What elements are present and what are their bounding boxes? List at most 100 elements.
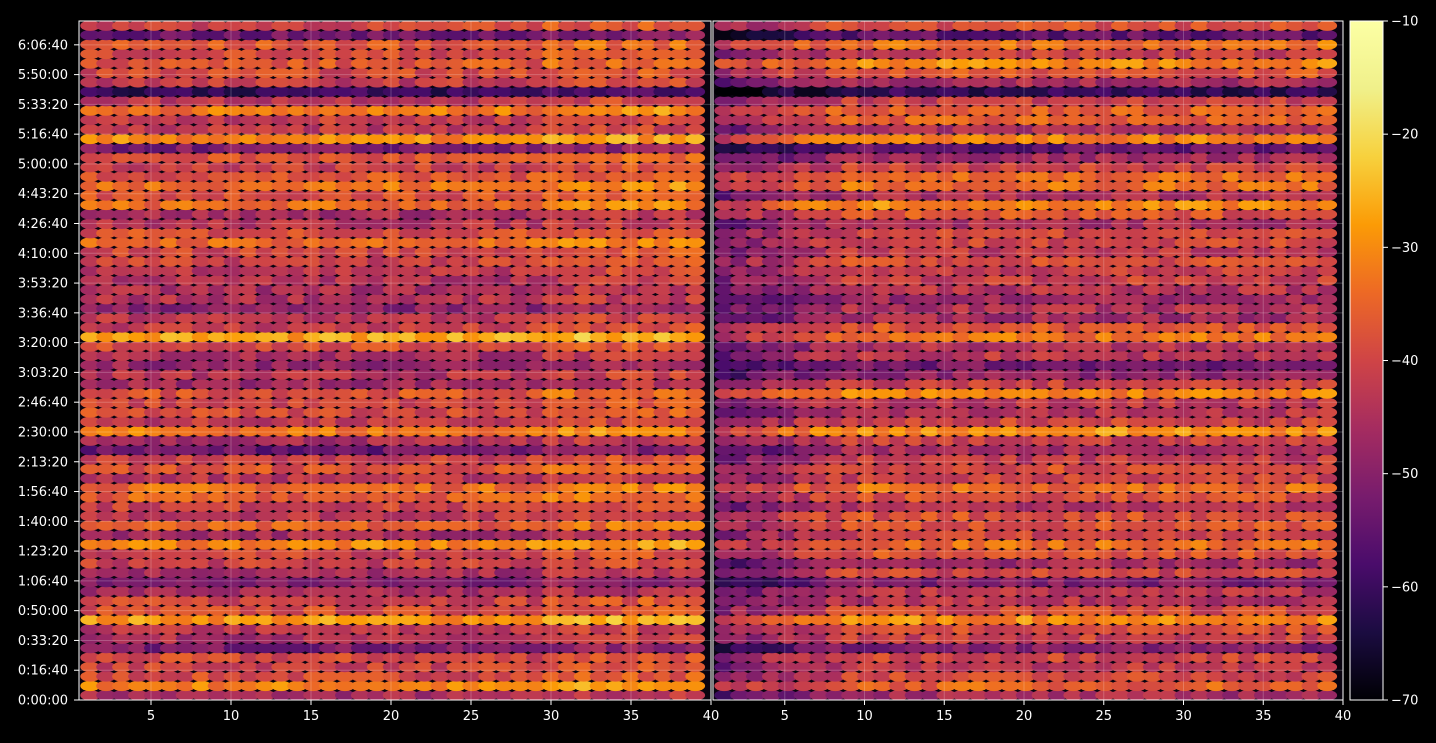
heatmap-cell [685, 77, 705, 87]
heatmap-cell [1317, 436, 1337, 446]
heatmap-cell [1317, 369, 1337, 379]
heatmap-cell [1317, 530, 1337, 540]
heatmap-cell [1317, 492, 1337, 502]
heatmap-cell [1317, 294, 1337, 304]
heatmap-cell [1317, 237, 1337, 247]
heatmap-cell [1317, 464, 1337, 474]
heatmap-cell [1317, 313, 1337, 323]
heatmap-cell [685, 228, 705, 238]
heatmap-cell [1317, 332, 1337, 342]
heatmap-cell [685, 388, 705, 398]
heatmap-cell [1317, 360, 1337, 370]
heatmap-cell [685, 105, 705, 115]
heatmap-cell [1317, 454, 1337, 464]
heatmap-cell [685, 426, 705, 436]
heatmap-cell [685, 568, 705, 578]
heatmap-cell [685, 558, 705, 568]
heatmap-cell [1317, 643, 1337, 653]
heatmap-cell [1317, 502, 1337, 512]
heatmap-cell [1317, 681, 1337, 691]
heatmap-cell [685, 247, 705, 257]
heatmap-cell [1317, 539, 1337, 549]
heatmap-cell [685, 634, 705, 644]
heatmap-cell [685, 445, 705, 455]
heatmap-cell [1317, 671, 1337, 681]
heatmap-cell [685, 332, 705, 342]
heatmap-cell [685, 21, 705, 31]
heatmap-cell [1317, 615, 1337, 625]
heatmap-cell [685, 473, 705, 483]
heatmap-cell [685, 153, 705, 163]
heatmap-cell [1317, 228, 1337, 238]
heatmap-cell [685, 690, 705, 700]
heatmap-cell [1317, 200, 1337, 210]
heatmap-cell [685, 407, 705, 417]
heatmap-cell [685, 549, 705, 559]
heatmap-cell [685, 237, 705, 247]
heatmap-cell [685, 643, 705, 653]
heatmap-cell [1317, 275, 1337, 285]
heatmap-cell [685, 134, 705, 144]
heatmap-cell [685, 520, 705, 530]
heatmap-cell [1317, 407, 1337, 417]
heatmap-cell [685, 586, 705, 596]
heatmap-cell [1317, 634, 1337, 644]
heatmap-cell [1317, 596, 1337, 606]
heatmap-cell [685, 294, 705, 304]
heatmap-cell [685, 124, 705, 134]
heatmap-cell [1317, 520, 1337, 530]
heatmap-cell [1317, 426, 1337, 436]
heatmap-cell [685, 360, 705, 370]
heatmap-cell [1317, 190, 1337, 200]
heatmap-cell [1317, 511, 1337, 521]
heatmap-cell [1317, 247, 1337, 257]
heatmap-cell [1317, 285, 1337, 295]
heatmap-cell [685, 87, 705, 97]
heatmap-cell [1317, 652, 1337, 662]
heatmap-cell [685, 577, 705, 587]
heatmap-cell [1317, 303, 1337, 313]
heatmap-cell [685, 436, 705, 446]
heatmap-cell [1317, 549, 1337, 559]
heatmap-cell [1317, 266, 1337, 276]
heatmap-cell [685, 285, 705, 295]
heatmap-cell [1317, 577, 1337, 587]
heatmap-cell [1317, 181, 1337, 191]
heatmap-cell [685, 379, 705, 389]
heatmap-cell [685, 49, 705, 59]
heatmap-cell [685, 313, 705, 323]
heatmap-cell [685, 502, 705, 512]
heatmap-cell [685, 417, 705, 427]
heatmap-cell [685, 322, 705, 332]
heatmap-cell [1317, 256, 1337, 266]
heatmap-cell [685, 275, 705, 285]
heatmap-cell [685, 539, 705, 549]
heatmap-cell [685, 671, 705, 681]
heatmap-cell [685, 652, 705, 662]
heatmap-cell [1317, 351, 1337, 361]
heatmap-cell [1317, 417, 1337, 427]
heatmap-cell [685, 200, 705, 210]
heatmap-cell [1317, 322, 1337, 332]
heatmap-cell [1317, 473, 1337, 483]
heatmap-cell [685, 171, 705, 181]
heatmap-cell [685, 492, 705, 502]
heatmap-cell [685, 681, 705, 691]
heatmap-cell [1317, 398, 1337, 408]
heatmap-cell [1317, 558, 1337, 568]
heatmap-cell [685, 596, 705, 606]
heatmap-cell [685, 266, 705, 276]
heatmap-cell [685, 303, 705, 313]
heatmap-cell [685, 190, 705, 200]
heatmap-cell [1317, 209, 1337, 219]
heatmap-cell [685, 68, 705, 78]
heatmap-cell [1317, 379, 1337, 389]
heatmap-cell [1317, 445, 1337, 455]
heatmap-cell [685, 530, 705, 540]
heatmap-cell [685, 624, 705, 634]
heatmap-cell [685, 464, 705, 474]
heatmap-panel-1 [79, 21, 711, 701]
heatmap-cell [1317, 690, 1337, 700]
heatmap-cell [685, 369, 705, 379]
